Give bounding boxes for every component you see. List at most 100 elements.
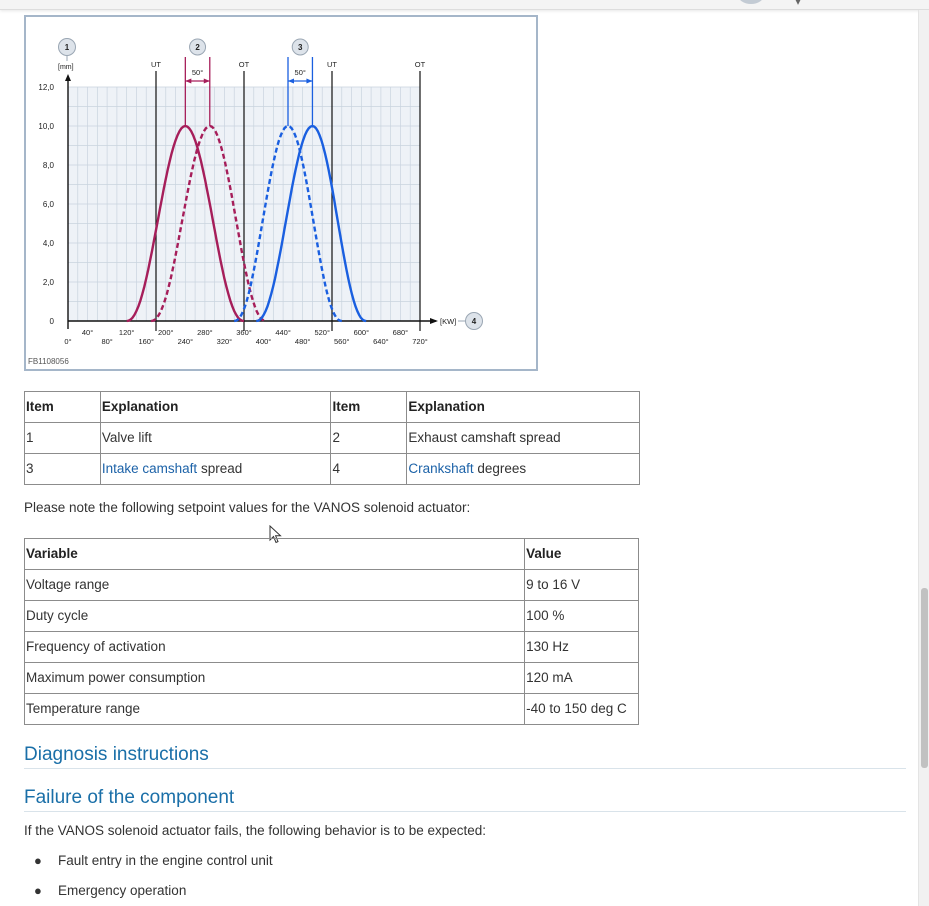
intake-camshaft-link[interactable]: Intake camshaft (101, 461, 198, 476)
x-tick-label: 400° (256, 337, 272, 346)
x-tick-label: 160° (138, 337, 154, 346)
x-tick-label: 440° (275, 328, 291, 337)
explanation-cell: Crankshaft degrees (406, 453, 640, 485)
x-tick-label: 640° (373, 337, 389, 346)
header-variable: Variable (23, 538, 526, 570)
table-row: 3 Intake camshaft spread 4 Crankshaft de… (24, 453, 640, 485)
callout-badge (291, 38, 309, 56)
chevron-down-icon[interactable]: ▾ (795, 0, 802, 8)
callout-number: 4 (472, 317, 477, 326)
x-axis-arrow (430, 318, 438, 324)
x-tick-label: 280° (197, 328, 213, 337)
variable-cell: Duty cycle (23, 600, 526, 632)
y-tick-label: 10,0 (38, 122, 54, 131)
x-tick-label: 480° (295, 337, 311, 346)
dead-center-label: OT (415, 60, 426, 69)
table-header-row: Item Explanation Item Explanation (24, 391, 640, 423)
valve-timing-figure: 12,0 10,0 8,0 6,0 4,0 2,0 0 [mm] [KW] 40° 120° 200°… (24, 15, 538, 371)
y-tick-label: 8,0 (43, 161, 55, 170)
failure-description: If the VANOS solenoid actuator fails, th… (24, 823, 487, 838)
arrowhead-icon (306, 78, 313, 84)
variable-cell: Frequency of activation (23, 631, 526, 663)
header-value: Value (524, 538, 639, 570)
explanation-text: degrees (473, 461, 527, 476)
variable-cell: Maximum power consumption (23, 662, 526, 694)
explanation-cell: Valve lift (99, 422, 332, 454)
dead-center-label: OT (239, 60, 250, 69)
x-unit-label: [KW] (440, 317, 456, 326)
callout-number: 1 (65, 43, 70, 52)
spread-label: 50° (192, 68, 203, 77)
spread-label: 50° (295, 68, 306, 77)
failure-heading: Failure of the component (24, 787, 906, 812)
callout-badge (189, 38, 207, 56)
value-cell: 130 Hz (524, 631, 639, 663)
y-unit-label: [mm] (58, 64, 74, 71)
explanation-text: spread (197, 461, 243, 476)
table-row: 1 Valve lift 2 Exhaust camshaft spread (24, 422, 640, 454)
variable-cell: Voltage range (23, 569, 526, 601)
items-table: Item Explanation Item Explanation 1 Valv… (24, 391, 640, 485)
x-tick-label: 720° (412, 337, 428, 346)
y-tick-label: 4,0 (43, 239, 55, 248)
callout-number: 3 (298, 43, 303, 52)
table-row: Duty cycle 100 % (23, 600, 639, 632)
x-tick-label: 320° (217, 337, 233, 346)
x-tick-label: 240° (178, 337, 194, 346)
variable-cell: Temperature range (23, 693, 526, 725)
value-cell: -40 to 150 deg C (524, 693, 639, 725)
x-tick-label: 120° (119, 328, 135, 337)
user-avatar[interactable] (738, 0, 764, 4)
table-row: Maximum power consumption 120 mA (23, 662, 639, 694)
item-cell: 3 (24, 453, 101, 485)
x-tick-label: 360° (236, 328, 252, 337)
x-tick-label: 680° (393, 328, 409, 337)
chart-callouts: 50° 2 50° 3 1 4 (58, 38, 483, 330)
arrowhead-icon (185, 78, 192, 84)
list-item: ● Emergency operation (34, 883, 186, 898)
x-tick-label: 80° (101, 337, 112, 346)
explanation-cell: Intake camshaft spread (99, 453, 332, 485)
setpoint-note: Please note the following setpoint value… (24, 500, 471, 515)
top-toolbar: ▾ (0, 0, 929, 10)
valve-lift-chart: 12,010,08,06,04,02,00[mm][KW]40° 120° 200°… (28, 38, 483, 366)
value-cell: 120 mA (524, 662, 639, 694)
bullet-icon: ● (34, 853, 42, 868)
value-cell: 100 % (524, 600, 639, 632)
table-header-row: Variable Value (23, 538, 639, 570)
list-item-text: Fault entry in the engine control unit (58, 853, 273, 868)
y-tick-label: 0 (50, 317, 55, 326)
x-tick-label: 520° (314, 328, 330, 337)
table-row: Frequency of activation 130 Hz (23, 631, 639, 663)
dead-center-label: UT (151, 60, 161, 69)
diagnosis-heading: Diagnosis instructions (24, 744, 906, 769)
list-item-text: Emergency operation (58, 883, 187, 898)
y-axis-arrow (65, 74, 71, 81)
arrowhead-icon (288, 78, 294, 84)
figure-code: FB1108056 (28, 357, 69, 366)
vertical-scrollbar[interactable] (918, 10, 929, 906)
tdc-bdc-markers: UT OT UT OT (151, 60, 426, 331)
x-tick-label: 40° (82, 328, 93, 337)
explanation-cell: Exhaust camshaft spread (406, 422, 640, 454)
y-tick-label: 12,0 (38, 83, 54, 92)
bullet-icon: ● (34, 883, 42, 898)
item-cell: 4 (330, 453, 408, 485)
scrollbar-thumb[interactable] (921, 588, 928, 768)
item-cell: 1 (24, 422, 101, 454)
header-explanation-2: Explanation (406, 391, 640, 423)
crankshaft-link[interactable]: Crankshaft (408, 461, 474, 476)
setpoints-table: Variable Value Voltage range 9 to 16 V D… (23, 538, 639, 725)
header-item-2: Item (330, 391, 408, 423)
table-row: Temperature range -40 to 150 deg C (23, 693, 639, 725)
x-tick-label: 0° (64, 337, 71, 346)
dead-center-label: UT (327, 60, 337, 69)
lift-curve-3 (234, 124, 342, 323)
header-item-1: Item (24, 391, 101, 423)
value-cell: 9 to 16 V (524, 569, 639, 601)
item-cell: 2 (330, 422, 408, 454)
chart-tick-labels: 12,0 10,0 8,0 6,0 4,0 2,0 0 [mm] [KW] 40° 120° 200°… (38, 64, 456, 346)
list-item: ● Fault entry in the engine control unit (34, 853, 273, 868)
arrowhead-icon (203, 78, 210, 84)
y-tick-label: 2,0 (43, 278, 55, 287)
